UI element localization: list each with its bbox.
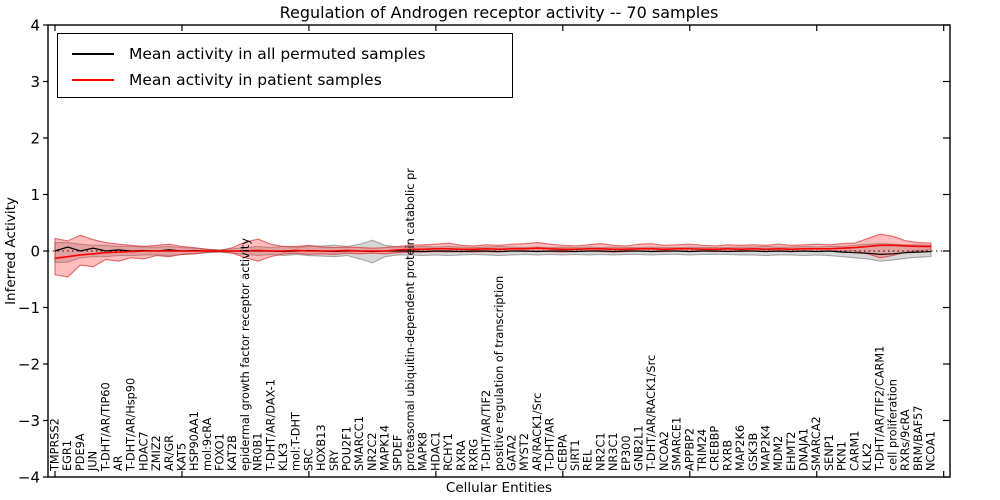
category-label: MAP2K4 [759,425,772,471]
y-tick-label: −3 [18,412,40,430]
category-label: SMARCC1 [353,416,366,471]
patient-mean-line [54,244,931,260]
category-label: SRC [302,449,315,471]
category-label: GATA2 [506,434,519,471]
y-tick-label: −1 [18,299,40,317]
category-label: SPDEF [391,435,404,471]
category-label: CEBPA [556,434,569,471]
y-tick-label: 2 [30,129,40,147]
legend-entry-patient: Mean activity in patient samples [58,67,512,93]
y-tick-label: 4 [30,16,40,34]
category-label: PDE9A [74,433,87,471]
y-tick-label: −2 [18,355,40,373]
category-label: RXRG [467,439,480,471]
category-label: SRY [328,450,341,471]
category-label: GNB2L1 [633,425,646,471]
category-label: NR0B1 [252,433,265,471]
category-label: FOXO1 [214,433,227,471]
category-label: RXRB [721,440,734,471]
category-label: RXRs/9cRA [899,409,912,471]
category-label: KAT2B [226,435,239,471]
legend-entry-permuted: Mean activity in all permuted samples [58,41,512,67]
legend-label-patient: Mean activity in patient samples [129,71,382,89]
category-label: SMARCE1 [671,417,684,471]
category-label: DNAJA1 [798,428,811,471]
category-label: GSK3B [747,433,760,471]
y-tick-label: 1 [30,186,40,204]
category-label: AR/RACK1/Src [531,393,544,471]
legend-label-permuted: Mean activity in all permuted samples [129,45,426,63]
y-tick-label: −4 [18,468,40,486]
legend-line-sample-patient [72,79,114,81]
category-label: cell proliferation [886,379,899,471]
category-label: T-DHT/AR/TIP60 [99,382,112,472]
category-label: KLK3 [277,443,290,471]
category-label: mol:9cRA [201,417,214,471]
category-label: ZMIZ2 [150,435,163,471]
y-axis-label: Inferred Activity [3,197,19,305]
category-label: SENP1 [823,434,836,471]
legend: Mean activity in all permuted samples Me… [57,33,513,98]
category-label: SIRT1 [569,439,582,471]
category-label: proteasomal ubiquitin-dependent protein … [404,168,417,471]
category-label: T-DHT/AR/DAX-1 [264,379,277,472]
category-label: T-DHT/AR/TIF2/CARM1 [874,346,887,472]
category-label: NCOA2 [658,431,671,471]
category-label: KAT5 [175,443,188,471]
category-label: POU2F1 [341,426,354,471]
y-tick-label: 3 [30,73,40,91]
category-label: NCOA1 [925,431,938,471]
category-label: MDM2 [772,436,785,471]
category-label: JUN [87,451,100,472]
category-label: HSP90AA1 [188,411,201,471]
category-label: MYST2 [518,433,531,471]
category-label: MAPK8 [417,432,430,471]
chart-title: Regulation of Androgen receptor activity… [279,3,719,22]
category-label: positive regulation of transcription [493,276,506,471]
category-label: NR2C1 [594,432,607,471]
category-label: HOXB13 [315,424,328,471]
category-label: BRM/BAF57 [912,405,925,471]
category-label: T-DHT/AR/RACK1/Src [645,355,658,472]
category-label: T-DHT/AR/TIF2 [480,390,493,472]
category-label: NR2C2 [366,432,379,471]
category-label: PKN1 [836,441,849,471]
category-label: SMARCA2 [810,416,823,471]
category-label: MAP2K6 [734,425,747,471]
category-label: RCHY1 [442,433,455,471]
category-label: EHMT2 [785,432,798,471]
x-axis-label: Cellular Entities [445,480,553,496]
category-label: epidermal growth factor receptor activit… [239,238,252,471]
category-label: KLK2 [861,443,874,471]
category-label: MAPK14 [379,425,392,471]
patient-samples-std-band [54,233,932,278]
category-label: RXRA [455,440,468,471]
category-label: TRIM24 [696,429,709,472]
category-label: CREBBP [709,426,722,471]
y-tick-label: 0 [30,242,40,260]
category-label: AR/GR [163,435,176,471]
category-label: CARM1 [848,431,861,471]
category-label: EGR1 [61,440,74,471]
category-label: NR3C1 [607,432,620,471]
category-label: TMPRSS2 [49,418,62,472]
category-label: mol:T-DHT [290,412,303,471]
category-label: T-DHT/AR/Hsp90 [125,378,138,472]
category-label: HDAC1 [429,431,442,471]
category-label: HDAC7 [137,431,150,471]
category-label: AR [112,455,125,471]
category-label: T-DHT/AR [544,417,557,472]
category-label: EP300 [620,435,633,471]
category-label: APPBP2 [683,428,696,471]
legend-line-sample-permuted [72,53,114,55]
category-label: REL [582,449,595,471]
